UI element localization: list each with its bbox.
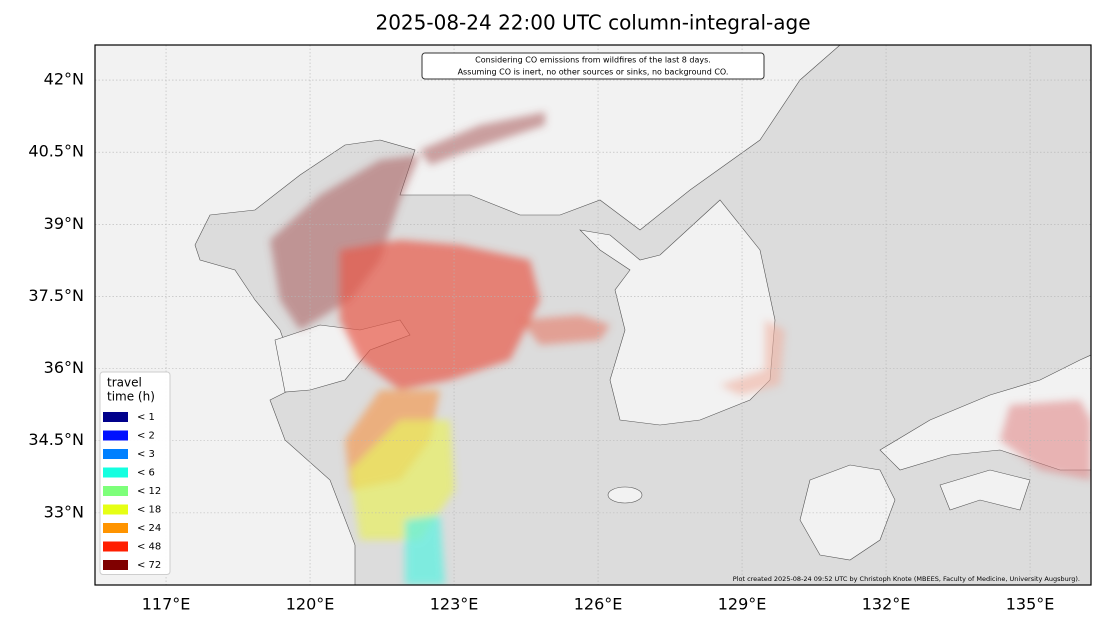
plume bbox=[270, 112, 1091, 585]
plume-japan bbox=[1000, 400, 1091, 480]
credit: Plot created 2025-08-24 09:52 UTC by Chr… bbox=[733, 575, 1080, 583]
y-tick-label: 37.5°N bbox=[28, 286, 84, 305]
grid bbox=[95, 45, 1091, 585]
x-tick-label: 126°E bbox=[574, 595, 623, 614]
legend-swatch bbox=[103, 523, 128, 533]
jeju bbox=[607, 486, 643, 504]
x-tick-label: 120°E bbox=[286, 595, 335, 614]
plume-cyan bbox=[405, 515, 445, 585]
legend-swatch bbox=[103, 449, 128, 459]
legend-swatch bbox=[103, 467, 128, 478]
x-tick-label: 129°E bbox=[718, 595, 767, 614]
note-line: Considering CO emissions from wildfires … bbox=[475, 56, 711, 65]
y-tick-label: 36°N bbox=[44, 358, 84, 377]
legend-swatch bbox=[103, 541, 128, 552]
y-tick-label: 40.5°N bbox=[28, 142, 84, 161]
x-tick-label: 123°E bbox=[430, 595, 479, 614]
legend-label: < 3 bbox=[137, 449, 155, 460]
plume-old bbox=[270, 155, 420, 330]
plume-red bbox=[520, 315, 610, 345]
legend-label: < 24 bbox=[137, 523, 161, 534]
legend-label: < 72 bbox=[137, 560, 161, 571]
note-line: Assuming CO is inert, no other sources o… bbox=[458, 68, 729, 77]
x-tick-label: 135°E bbox=[1006, 595, 1055, 614]
y-tick-label: 33°N bbox=[44, 502, 84, 521]
legend-label: < 2 bbox=[137, 431, 155, 442]
legend-label: < 12 bbox=[137, 486, 161, 497]
legend-title: travel bbox=[107, 376, 142, 390]
legend-swatch bbox=[103, 504, 128, 515]
legend-swatch bbox=[103, 430, 128, 441]
legend-title: time (h) bbox=[107, 390, 155, 404]
legend-swatch bbox=[103, 412, 128, 422]
legend-label: < 1 bbox=[137, 412, 155, 423]
y-tick-label: 39°N bbox=[44, 214, 84, 233]
note-box bbox=[421, 52, 765, 80]
map-frame bbox=[94, 44, 1092, 586]
shikoku bbox=[939, 469, 1031, 511]
y-tick-label: 34.5°N bbox=[28, 430, 84, 449]
map-area: Considering CO emissions from wildfires … bbox=[95, 45, 1091, 585]
plume-korea bbox=[720, 320, 785, 395]
plume-old bbox=[420, 112, 545, 165]
plume-yellow bbox=[350, 420, 455, 540]
legend-swatch bbox=[103, 486, 128, 496]
x-tick-label: 132°E bbox=[862, 595, 911, 614]
legend-label: < 6 bbox=[137, 468, 155, 479]
title: 2025-08-24 22:00 UTC column-integral-age bbox=[375, 11, 810, 35]
legend-swatch bbox=[103, 560, 128, 570]
legend-label: < 48 bbox=[137, 542, 161, 553]
y-tick-label: 42°N bbox=[44, 70, 84, 89]
x-tick-label: 117°E bbox=[142, 595, 191, 614]
legend-label: < 18 bbox=[137, 505, 161, 516]
plume-red bbox=[340, 240, 540, 390]
kyushu bbox=[799, 464, 896, 561]
